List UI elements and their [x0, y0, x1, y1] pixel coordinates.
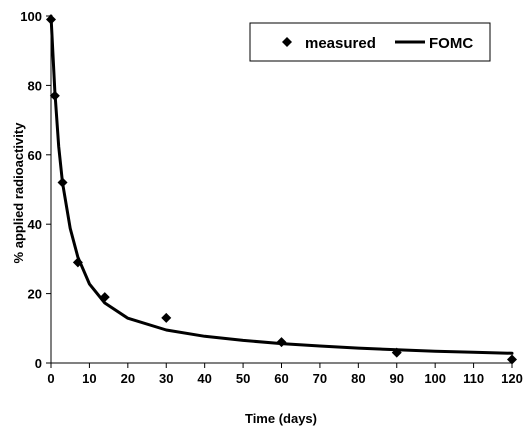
x-tick-label: 110	[463, 371, 484, 386]
x-tick-label: 10	[82, 371, 96, 386]
x-tick-label: 120	[501, 371, 523, 386]
axis-ticks: 0 10 20 30 40 50 60 70 80 90 100 110 120 0 20 40 60 80 100	[20, 9, 523, 386]
legend-label-fomc: FOMC	[429, 35, 473, 52]
x-tick-label: 50	[236, 371, 250, 386]
y-tick-label: 80	[28, 78, 42, 93]
x-tick-label: 30	[159, 371, 173, 386]
measured-point	[391, 347, 402, 358]
fomc-curve	[49, 14, 514, 355]
y-tick-label: 100	[20, 9, 42, 24]
x-tick-label: 80	[351, 371, 365, 386]
x-tick-label: 20	[121, 371, 135, 386]
x-tick-label: 40	[197, 371, 211, 386]
x-tick-label: 100	[424, 371, 446, 386]
x-tick-label: 70	[313, 371, 327, 386]
y-tick-label: 40	[28, 217, 42, 232]
legend-label-measured: measured	[305, 35, 376, 52]
measured-point	[99, 292, 110, 303]
y-axis-title: % applied radioactivity	[11, 122, 26, 264]
measured-points	[46, 14, 517, 365]
measured-point	[49, 90, 60, 101]
x-axis-title: Time (days)	[245, 411, 317, 426]
fitted-curves	[49, 14, 514, 355]
measured-point	[276, 337, 287, 348]
measured-point	[46, 14, 56, 25]
plot-frame	[50, 16, 512, 364]
y-tick-label: 60	[28, 148, 42, 163]
x-tick-label: 0	[47, 371, 54, 386]
y-tick-label: 20	[28, 287, 42, 302]
measured-point	[507, 354, 517, 365]
x-tick-label: 60	[274, 371, 288, 386]
legend-diamond-marker	[282, 37, 292, 47]
measured-point	[161, 312, 172, 323]
legend-box	[249, 22, 491, 62]
legend: measured FOMC	[249, 22, 491, 62]
measured-point	[72, 257, 83, 268]
x-tick-label: 90	[390, 371, 404, 386]
y-tick-label: 0	[35, 356, 42, 371]
measured-point	[57, 177, 68, 188]
